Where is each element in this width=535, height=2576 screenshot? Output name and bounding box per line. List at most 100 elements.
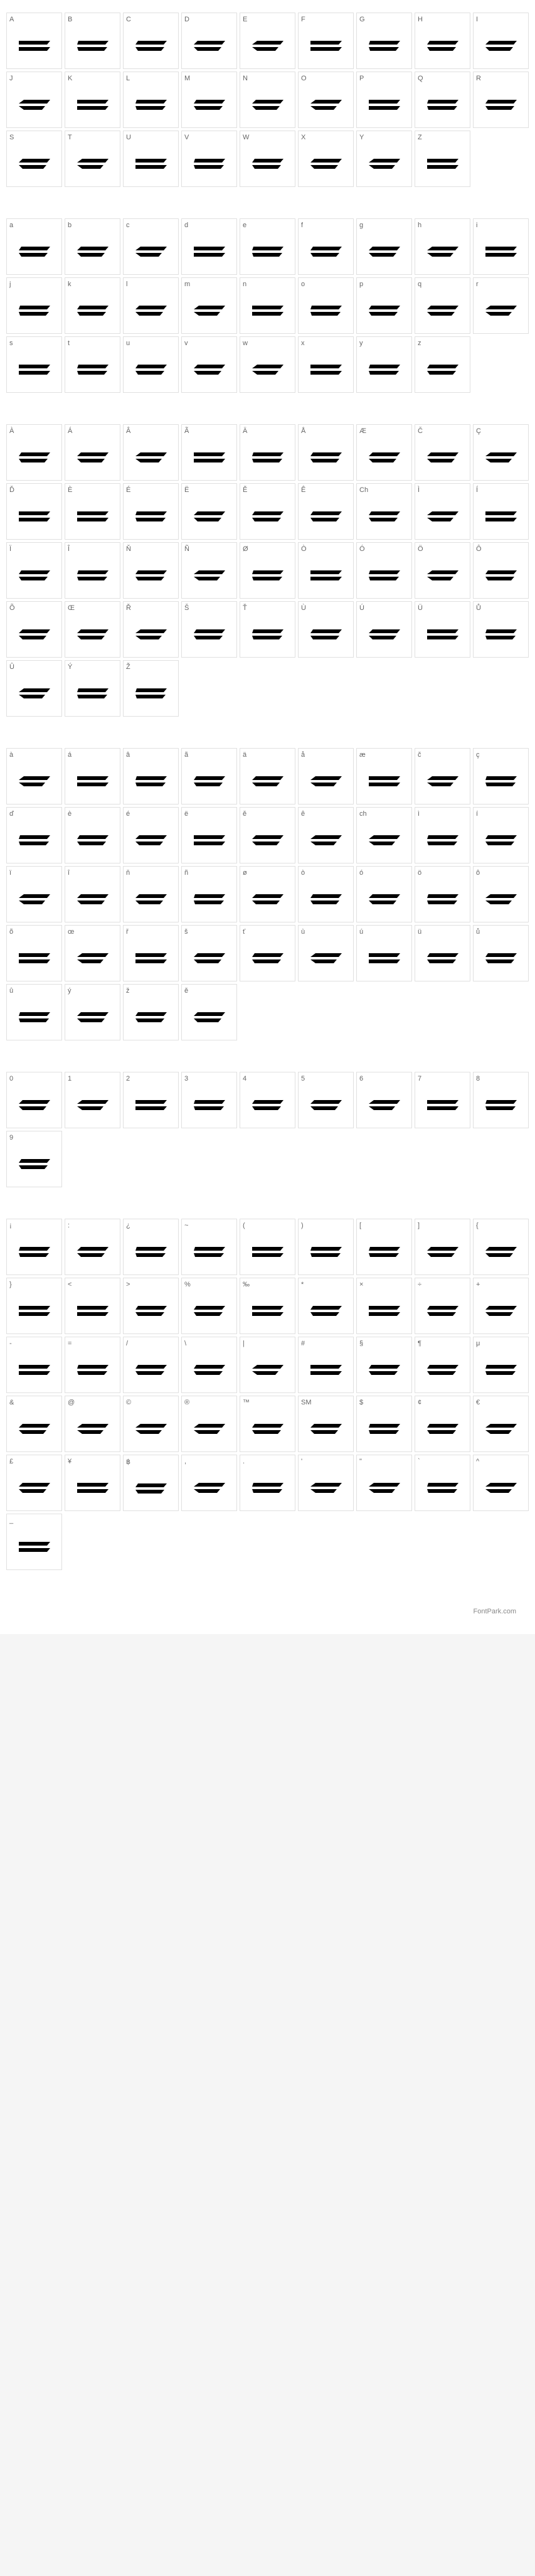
char-cell[interactable]: < bbox=[65, 1278, 120, 1334]
char-cell[interactable]: ø bbox=[240, 866, 295, 922]
char-cell[interactable]: ô bbox=[473, 866, 529, 922]
char-cell[interactable]: Á bbox=[65, 424, 120, 481]
char-cell[interactable]: ( bbox=[240, 1219, 295, 1275]
char-cell[interactable]: w bbox=[240, 336, 295, 393]
char-cell[interactable]: * bbox=[298, 1278, 354, 1334]
char-cell[interactable]: ç bbox=[473, 748, 529, 804]
char-cell[interactable]: Č bbox=[415, 424, 470, 481]
char-cell[interactable]: J bbox=[6, 72, 62, 128]
char-cell[interactable]: | bbox=[240, 1337, 295, 1393]
char-cell[interactable]: " bbox=[356, 1455, 412, 1511]
char-cell[interactable]: ä bbox=[240, 748, 295, 804]
char-cell[interactable]: ฿ bbox=[123, 1455, 179, 1511]
char-cell[interactable]: , bbox=[181, 1455, 237, 1511]
char-cell[interactable]: M bbox=[181, 72, 237, 128]
char-cell[interactable]: D bbox=[181, 13, 237, 69]
char-cell[interactable]: t bbox=[65, 336, 120, 393]
char-cell[interactable]: E bbox=[240, 13, 295, 69]
char-cell[interactable]: ž bbox=[123, 984, 179, 1040]
char-cell[interactable]: ě bbox=[181, 984, 237, 1040]
char-cell[interactable]: ' bbox=[298, 1455, 354, 1511]
char-cell[interactable]: Ä bbox=[240, 424, 295, 481]
char-cell[interactable]: Œ bbox=[65, 601, 120, 658]
char-cell[interactable]: Ř bbox=[123, 601, 179, 658]
char-cell[interactable]: SM bbox=[298, 1396, 354, 1452]
char-cell[interactable]: K bbox=[65, 72, 120, 128]
char-cell[interactable]: Ď bbox=[6, 483, 62, 540]
char-cell[interactable]: Ã bbox=[181, 424, 237, 481]
char-cell[interactable]: Ù bbox=[298, 601, 354, 658]
char-cell[interactable]: _ bbox=[6, 1514, 62, 1570]
char-cell[interactable]: ì bbox=[415, 807, 470, 863]
char-cell[interactable]: v bbox=[181, 336, 237, 393]
char-cell[interactable]: N bbox=[240, 72, 295, 128]
char-cell[interactable]: î bbox=[65, 866, 120, 922]
char-cell[interactable]: ™ bbox=[240, 1396, 295, 1452]
char-cell[interactable]: Û bbox=[6, 660, 62, 717]
char-cell[interactable]: ` bbox=[415, 1455, 470, 1511]
char-cell[interactable]: S bbox=[6, 131, 62, 187]
char-cell[interactable]: o bbox=[298, 277, 354, 334]
char-cell[interactable]: ň bbox=[123, 866, 179, 922]
char-cell[interactable]: ê bbox=[298, 807, 354, 863]
char-cell[interactable]: © bbox=[123, 1396, 179, 1452]
char-cell[interactable]: œ bbox=[65, 925, 120, 981]
char-cell[interactable]: # bbox=[298, 1337, 354, 1393]
char-cell[interactable]: ÷ bbox=[415, 1278, 470, 1334]
char-cell[interactable]: Ï bbox=[6, 542, 62, 599]
char-cell[interactable]: ¿ bbox=[123, 1219, 179, 1275]
char-cell[interactable]: & bbox=[6, 1396, 62, 1452]
char-cell[interactable]: à bbox=[6, 748, 62, 804]
char-cell[interactable]: h bbox=[415, 218, 470, 275]
char-cell[interactable]: i bbox=[473, 218, 529, 275]
char-cell[interactable]: Š bbox=[181, 601, 237, 658]
char-cell[interactable]: p bbox=[356, 277, 412, 334]
char-cell[interactable]: Õ bbox=[6, 601, 62, 658]
char-cell[interactable]: f bbox=[298, 218, 354, 275]
char-cell[interactable]: 4 bbox=[240, 1072, 295, 1128]
char-cell[interactable]: § bbox=[356, 1337, 412, 1393]
char-cell[interactable]: æ bbox=[356, 748, 412, 804]
char-cell[interactable]: Ě bbox=[240, 483, 295, 540]
char-cell[interactable]: ť bbox=[240, 925, 295, 981]
char-cell[interactable]: × bbox=[356, 1278, 412, 1334]
char-cell[interactable]: À bbox=[6, 424, 62, 481]
char-cell[interactable]: L bbox=[123, 72, 179, 128]
char-cell[interactable]: V bbox=[181, 131, 237, 187]
char-cell[interactable]: \ bbox=[181, 1337, 237, 1393]
char-cell[interactable]: P bbox=[356, 72, 412, 128]
char-cell[interactable]: ù bbox=[298, 925, 354, 981]
char-cell[interactable]: / bbox=[123, 1337, 179, 1393]
char-cell[interactable]: û bbox=[6, 984, 62, 1040]
char-cell[interactable]: Ü bbox=[415, 601, 470, 658]
char-cell[interactable]: 2 bbox=[123, 1072, 179, 1128]
char-cell[interactable]: Ë bbox=[181, 483, 237, 540]
char-cell[interactable]: ~ bbox=[181, 1219, 237, 1275]
char-cell[interactable]: ‰ bbox=[240, 1278, 295, 1334]
char-cell[interactable]: Ú bbox=[356, 601, 412, 658]
char-cell[interactable]: H bbox=[415, 13, 470, 69]
char-cell[interactable]: ^ bbox=[473, 1455, 529, 1511]
char-cell[interactable]: - bbox=[6, 1337, 62, 1393]
char-cell[interactable]: F bbox=[298, 13, 354, 69]
char-cell[interactable]: $ bbox=[356, 1396, 412, 1452]
char-cell[interactable]: s bbox=[6, 336, 62, 393]
char-cell[interactable]: Ø bbox=[240, 542, 295, 599]
char-cell[interactable]: Ó bbox=[356, 542, 412, 599]
char-cell[interactable]: ® bbox=[181, 1396, 237, 1452]
char-cell[interactable]: ) bbox=[298, 1219, 354, 1275]
char-cell[interactable]: ¡ bbox=[6, 1219, 62, 1275]
char-cell[interactable]: € bbox=[473, 1396, 529, 1452]
char-cell[interactable]: + bbox=[473, 1278, 529, 1334]
char-cell[interactable]: z bbox=[415, 336, 470, 393]
char-cell[interactable]: å bbox=[298, 748, 354, 804]
char-cell[interactable]: â bbox=[123, 748, 179, 804]
char-cell[interactable]: è bbox=[65, 807, 120, 863]
char-cell[interactable]: Í bbox=[473, 483, 529, 540]
char-cell[interactable]: a bbox=[6, 218, 62, 275]
char-cell[interactable]: Â bbox=[123, 424, 179, 481]
char-cell[interactable]: r bbox=[473, 277, 529, 334]
char-cell[interactable]: u bbox=[123, 336, 179, 393]
char-cell[interactable]: ř bbox=[123, 925, 179, 981]
char-cell[interactable]: ě bbox=[240, 807, 295, 863]
